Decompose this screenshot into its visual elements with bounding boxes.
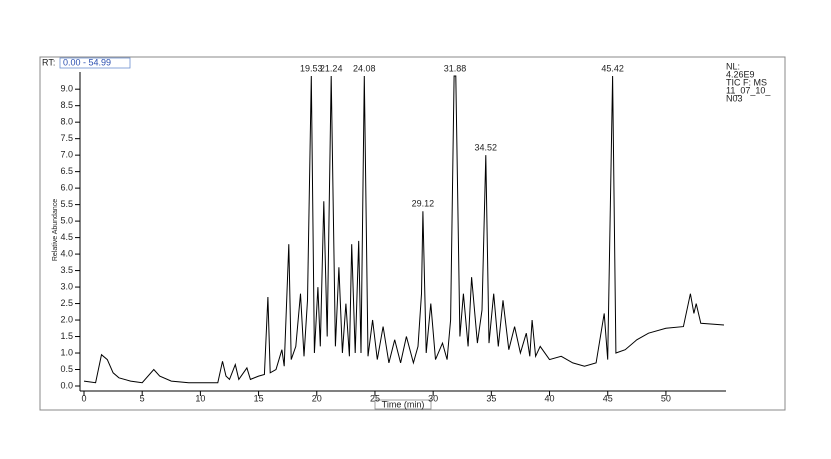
y-tick-label: 2.0 [60, 314, 73, 324]
peak-label: 45.42 [601, 63, 624, 73]
info-text: 11_07_10_ [726, 85, 771, 95]
peak-label: 31.88 [444, 63, 467, 73]
y-tick-label: 0.0 [60, 380, 73, 390]
y-axis-label: Relative Abundance [52, 199, 59, 261]
info-text: N03 [726, 93, 743, 103]
y-tick-label: 5.5 [60, 199, 73, 209]
rt-range: 0.00 - 54.99 [63, 57, 111, 67]
x-tick-label: 10 [195, 393, 205, 403]
x-tick-label: 30 [428, 393, 438, 403]
rt-box [59, 57, 131, 69]
y-tick-label: 3.0 [60, 281, 73, 291]
peak-label: 21.24 [320, 63, 343, 73]
peak-label: 29.12 [412, 199, 435, 209]
peak-label: 34.52 [474, 143, 497, 153]
x-label-box [374, 399, 432, 410]
y-tick-label: 6.0 [60, 183, 73, 193]
y-tick-label: 7.0 [60, 150, 73, 160]
frame [39, 56, 786, 411]
y-tick-label: 7.5 [60, 133, 73, 143]
peak-label: 19.53 [300, 63, 323, 73]
x-tick-label: 0 [81, 393, 86, 403]
x-tick-label: 45 [603, 393, 613, 403]
y-tick-label: 0.5 [60, 364, 73, 374]
info-text: NL: [726, 61, 740, 71]
y-tick-label: 8.5 [60, 100, 73, 110]
x-tick-label: 35 [486, 393, 496, 403]
y-tick-label: 8.0 [60, 117, 73, 127]
y-tick-label: 9.0 [60, 84, 73, 94]
y-tick-label: 4.5 [60, 232, 73, 242]
y-tick-label: 5.0 [60, 215, 73, 225]
y-tick-label: 6.5 [60, 166, 73, 176]
chromatogram-line [83, 75, 725, 384]
info-text: 4.26E9 [726, 69, 755, 79]
rt-label: RT: [42, 57, 55, 67]
peak-label: 24.08 [353, 63, 376, 73]
y-tick-label: 1.5 [60, 331, 73, 341]
x-tick-label: 40 [545, 393, 555, 403]
y-tick-label: 3.5 [60, 265, 73, 275]
x-tick-label: 50 [661, 393, 671, 403]
x-tick-label: 15 [254, 393, 264, 403]
x-axis-label: Time (min) [382, 399, 425, 409]
x-tick-label: 5 [140, 393, 145, 403]
x-tick-label: 25 [370, 393, 380, 403]
info-text: TIC F: MS [726, 77, 767, 87]
x-tick-label: 20 [312, 393, 322, 403]
y-tick-label: 1.0 [60, 347, 73, 357]
y-tick-label: 2.5 [60, 298, 73, 308]
y-tick-label: 4.0 [60, 248, 73, 258]
